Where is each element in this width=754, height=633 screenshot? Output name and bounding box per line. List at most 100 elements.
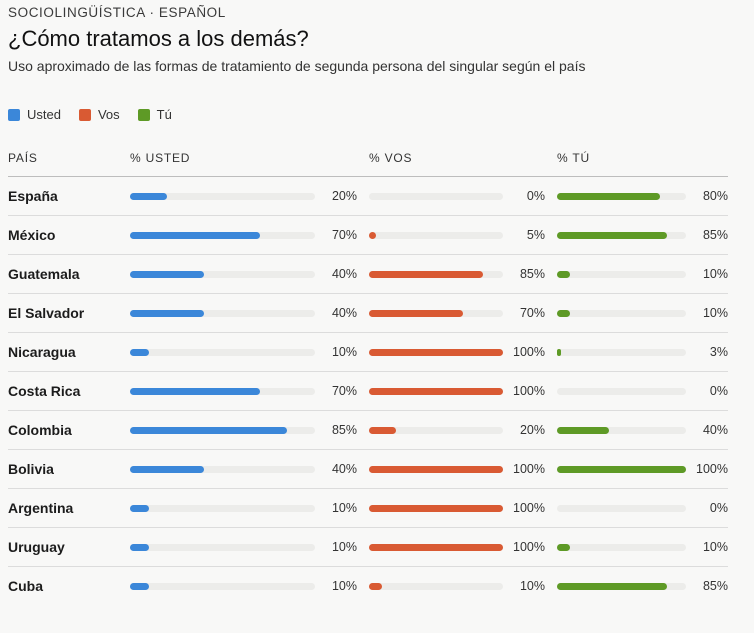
- bar-tu-bolivia: [557, 466, 686, 473]
- value-label-vos: 85%: [519, 267, 545, 281]
- bar-usted-guatemala: [130, 271, 204, 278]
- value-label-usted: 40%: [331, 462, 357, 476]
- value-label-vos: 100%: [513, 501, 545, 515]
- value-label-vos: 100%: [513, 540, 545, 554]
- bar-usted-costa-rica: [130, 388, 260, 395]
- country-label-bolivia: Bolivia: [8, 461, 54, 477]
- bar-track-tu: [557, 427, 686, 434]
- bar-usted-el-salvador: [130, 310, 204, 317]
- bar-track-usted: [130, 310, 315, 317]
- legend-swatch-usted: [8, 108, 20, 121]
- table-row: Uruguay 10% 100% 10%: [8, 527, 728, 567]
- bar-vos-nicaragua: [369, 349, 503, 356]
- country-label-costa-rica: Costa Rica: [8, 383, 81, 399]
- bar-track-usted: [130, 232, 315, 239]
- table-row: El Salvador 40% 70% 10%: [8, 293, 728, 333]
- bar-tu-uruguay: [557, 544, 570, 551]
- table-row: Costa Rica 70% 100% 0%: [8, 371, 728, 411]
- bar-track-tu: [557, 271, 686, 278]
- bar-track-tu: [557, 310, 686, 317]
- bar-track-vos: [369, 349, 503, 356]
- value-label-usted: 85%: [331, 423, 357, 437]
- table-row: Bolivia 40% 100% 100%: [8, 449, 728, 489]
- bar-track-vos: [369, 271, 503, 278]
- country-label-espana: España: [8, 188, 58, 204]
- table-row: Cuba 10% 10% 85%: [8, 566, 728, 606]
- value-label-vos: 100%: [513, 384, 545, 398]
- value-label-tu: 0%: [709, 501, 728, 515]
- bar-track-vos: [369, 193, 503, 200]
- bar-tu-guatemala: [557, 271, 570, 278]
- bar-track-tu: [557, 349, 686, 356]
- bar-vos-argentina: [369, 505, 503, 512]
- bar-track-vos: [369, 310, 503, 317]
- value-label-tu: 80%: [702, 189, 728, 203]
- value-label-usted: 10%: [331, 579, 357, 593]
- value-label-vos: 100%: [513, 462, 545, 476]
- table-row: Guatemala 40% 85% 10%: [8, 254, 728, 294]
- bar-track-usted: [130, 271, 315, 278]
- bar-track-usted: [130, 505, 315, 512]
- bar-track-vos: [369, 232, 503, 239]
- country-label-argentina: Argentina: [8, 500, 74, 516]
- column-header-vos: % VOS: [369, 151, 413, 165]
- bar-tu-colombia: [557, 427, 609, 434]
- value-label-tu: 10%: [702, 540, 728, 554]
- bar-usted-colombia: [130, 427, 287, 434]
- bar-tu-cuba: [557, 583, 667, 590]
- table-row: España 20% 0% 80%: [8, 176, 728, 216]
- bar-usted-cuba: [130, 583, 149, 590]
- legend-item-tu: Tú: [137, 107, 172, 122]
- value-label-usted: 40%: [331, 267, 357, 281]
- table-row: Nicaragua 10% 100% 3%: [8, 332, 728, 372]
- country-label-uruguay: Uruguay: [8, 539, 65, 555]
- bar-track-usted: [130, 544, 315, 551]
- value-label-usted: 10%: [331, 540, 357, 554]
- bar-usted-argentina: [130, 505, 149, 512]
- table-row: Colombia 85% 20% 40%: [8, 410, 728, 450]
- country-label-colombia: Colombia: [8, 422, 72, 438]
- bar-usted-uruguay: [130, 544, 149, 551]
- country-label-cuba: Cuba: [8, 578, 43, 594]
- value-label-usted: 10%: [331, 345, 357, 359]
- value-label-vos: 20%: [519, 423, 545, 437]
- legend-label-tu: Tú: [156, 107, 172, 122]
- bar-usted-nicaragua: [130, 349, 149, 356]
- legend: Usted Vos Tú: [8, 107, 172, 122]
- legend-swatch-tu: [137, 108, 150, 121]
- value-label-usted: 20%: [331, 189, 357, 203]
- column-header-tu: % TÚ: [557, 151, 590, 165]
- bar-track-tu: [557, 583, 686, 590]
- bar-track-usted: [130, 466, 315, 473]
- bar-track-tu: [557, 232, 686, 239]
- bar-track-vos: [369, 388, 503, 395]
- chart-title: ¿Cómo tratamos a los demás?: [8, 26, 309, 51]
- country-label-nicaragua: Nicaragua: [8, 344, 76, 360]
- bar-usted-mexico: [130, 232, 260, 239]
- bar-vos-uruguay: [369, 544, 503, 551]
- legend-label-vos: Vos: [97, 107, 120, 122]
- bar-track-vos: [369, 427, 503, 434]
- bar-tu-nicaragua: [557, 349, 561, 356]
- bar-vos-mexico: [369, 232, 376, 239]
- bar-tu-espana: [557, 193, 660, 200]
- bar-vos-guatemala: [369, 271, 483, 278]
- legend-item-usted: Usted: [8, 107, 61, 122]
- value-label-tu: 40%: [702, 423, 728, 437]
- bar-vos-cuba: [369, 583, 382, 590]
- value-label-vos: 10%: [519, 579, 545, 593]
- bar-track-vos: [369, 544, 503, 551]
- legend-label-usted: Usted: [27, 107, 61, 122]
- legend-item-vos: Vos: [78, 107, 120, 122]
- value-label-tu: 85%: [702, 579, 728, 593]
- value-label-vos: 5%: [526, 228, 545, 242]
- value-label-usted: 10%: [331, 501, 357, 515]
- bar-track-usted: [130, 193, 315, 200]
- country-label-guatemala: Guatemala: [8, 266, 80, 282]
- value-label-tu: 10%: [702, 306, 728, 320]
- value-label-tu: 85%: [702, 228, 728, 242]
- value-label-tu: 3%: [709, 345, 728, 359]
- value-label-usted: 70%: [331, 228, 357, 242]
- bar-vos-bolivia: [369, 466, 503, 473]
